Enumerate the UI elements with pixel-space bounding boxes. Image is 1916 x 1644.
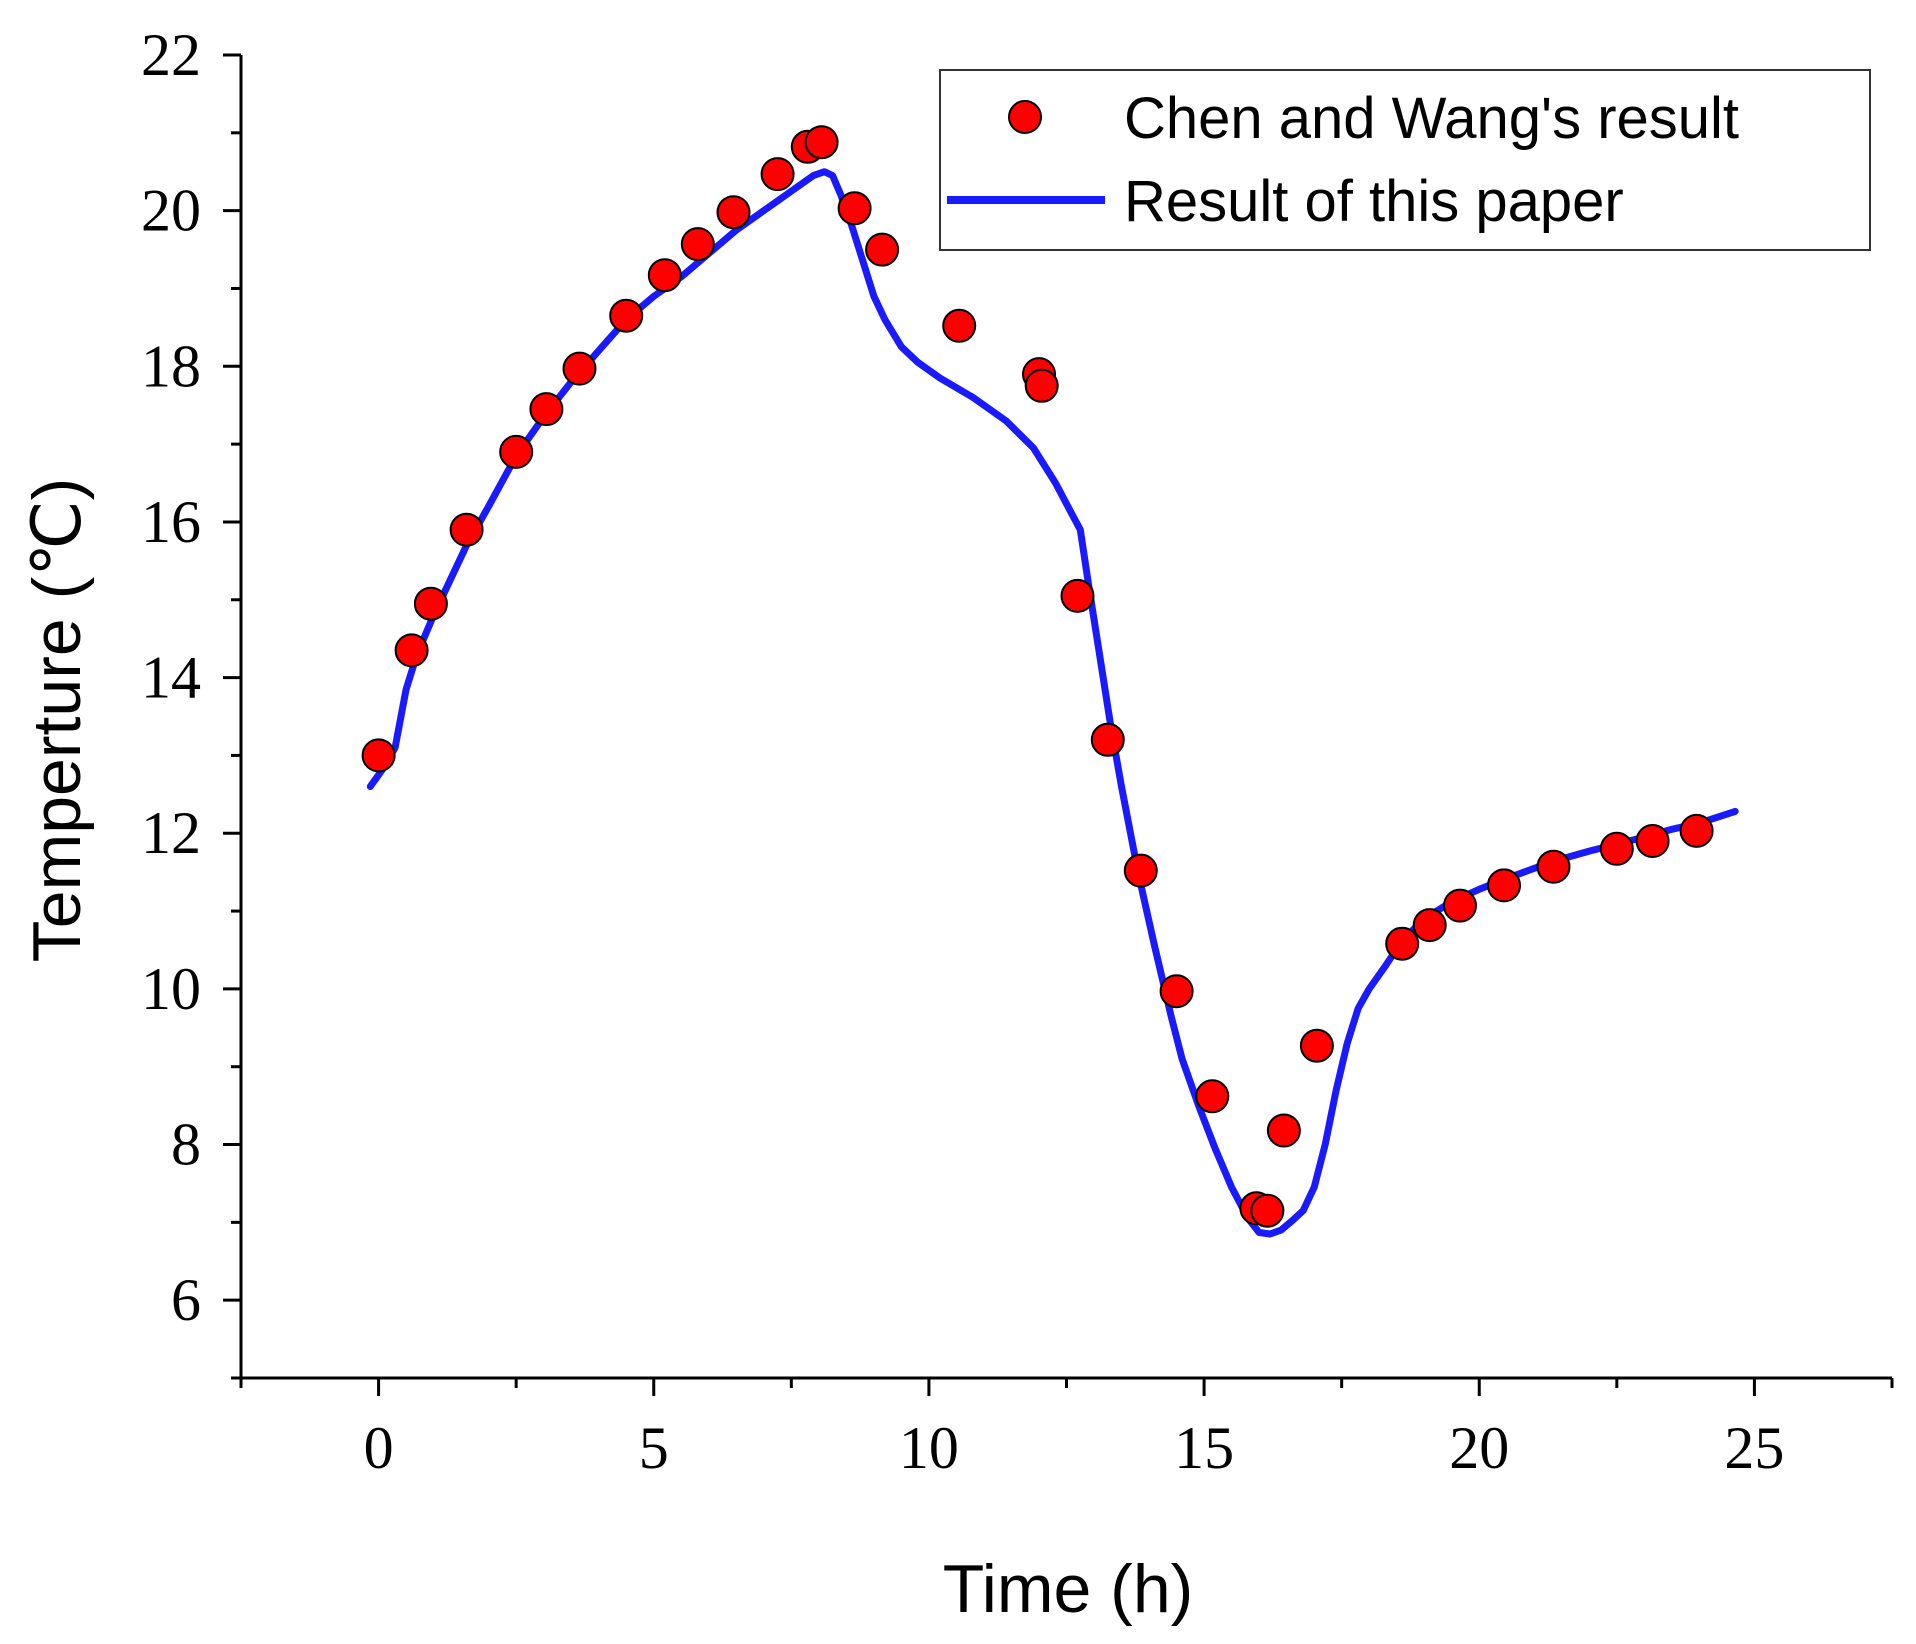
data-point bbox=[361, 738, 396, 773]
data-point bbox=[760, 157, 795, 192]
data-point bbox=[1599, 831, 1634, 866]
data-point bbox=[804, 125, 839, 160]
x-tick-label: 25 bbox=[1724, 1415, 1784, 1481]
data-point bbox=[1679, 813, 1714, 848]
y-axis-title: Temperture (℃) bbox=[19, 478, 95, 962]
x-axis: 0 5 10 15 20 25 bbox=[239, 1376, 1894, 1481]
data-point bbox=[609, 298, 644, 333]
x-tick-label: 10 bbox=[899, 1415, 959, 1481]
data-point bbox=[394, 633, 429, 668]
data-point bbox=[1299, 1028, 1334, 1063]
x-tick-label: 20 bbox=[1449, 1415, 1509, 1481]
legend-box bbox=[939, 69, 1871, 251]
y-tick-label: 10 bbox=[141, 956, 201, 1022]
data-point bbox=[1090, 722, 1125, 757]
y-tick-label: 6 bbox=[171, 1267, 201, 1333]
data-point bbox=[942, 308, 977, 343]
legend-label-scatter: Chen and Wang's result bbox=[1124, 86, 1739, 151]
y-tick-label: 8 bbox=[171, 1112, 201, 1178]
data-point bbox=[716, 195, 751, 230]
data-point bbox=[865, 232, 900, 267]
data-point bbox=[1024, 368, 1059, 403]
data-point bbox=[1195, 1079, 1230, 1114]
legend-label-line: Result of this paper bbox=[1124, 169, 1624, 234]
data-point bbox=[1385, 926, 1420, 961]
data-point bbox=[1250, 1193, 1285, 1228]
y-tick-label: 18 bbox=[141, 333, 201, 399]
y-axis: 6 8 10 12 14 16 18 20 22 bbox=[141, 22, 243, 1380]
y-tick-label: 22 bbox=[141, 22, 201, 88]
data-point bbox=[562, 351, 597, 386]
series-points-group bbox=[361, 125, 1714, 1228]
data-point bbox=[647, 258, 682, 293]
legend-marker-scatter bbox=[1008, 100, 1042, 134]
data-point bbox=[1266, 1113, 1301, 1148]
data-point bbox=[449, 512, 484, 547]
data-point bbox=[1123, 853, 1158, 888]
x-tick-label: 5 bbox=[639, 1415, 669, 1481]
data-point bbox=[1443, 888, 1477, 923]
data-point bbox=[413, 586, 448, 621]
y-tick-label: 12 bbox=[141, 800, 201, 866]
y-tick-label: 14 bbox=[141, 645, 201, 711]
data-point bbox=[1536, 849, 1571, 884]
x-tick-label: 15 bbox=[1174, 1415, 1234, 1481]
data-point bbox=[1159, 974, 1194, 1009]
data-point bbox=[680, 227, 715, 262]
y-tick-label: 16 bbox=[141, 489, 201, 555]
data-point bbox=[1060, 578, 1095, 613]
data-point bbox=[837, 191, 872, 226]
data-point bbox=[1412, 908, 1447, 943]
data-point bbox=[499, 434, 534, 469]
data-point bbox=[1635, 824, 1670, 858]
y-tick-label: 20 bbox=[141, 178, 201, 244]
data-point bbox=[1487, 868, 1521, 903]
legend: Chen and Wang's result Result of this pa… bbox=[939, 69, 1871, 251]
x-axis-title: Time (h) bbox=[943, 1551, 1194, 1627]
x-tick-label: 0 bbox=[364, 1415, 394, 1481]
data-point bbox=[529, 392, 564, 427]
